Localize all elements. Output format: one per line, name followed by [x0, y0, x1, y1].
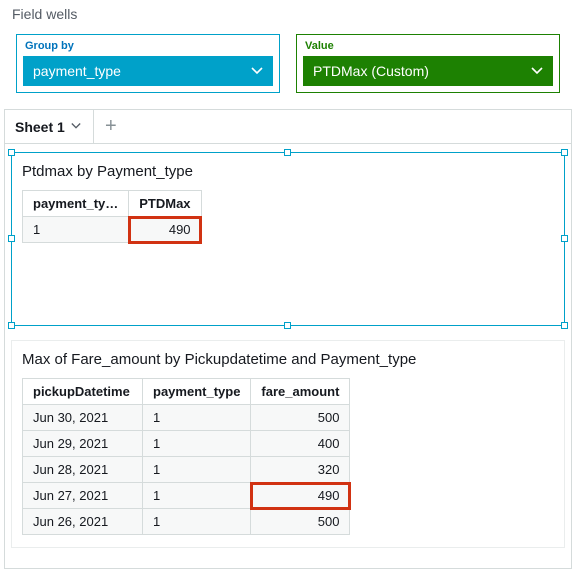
- cell-date: Jun 29, 2021: [23, 431, 143, 457]
- cell-payment-type: 1: [143, 405, 251, 431]
- table-row: Jun 27, 20211490: [23, 483, 350, 509]
- table-row: Jun 26, 20211500: [23, 509, 350, 535]
- value-pill[interactable]: PTDMax (Custom): [303, 56, 553, 86]
- table-row: Jun 29, 20211400: [23, 431, 350, 457]
- resize-handle[interactable]: [561, 235, 568, 242]
- visual-fare-amount[interactable]: Max of Fare_amount by Pickupdatetime and…: [11, 340, 565, 548]
- col-header[interactable]: payment_ty…: [23, 191, 129, 217]
- group-by-pill-text: payment_type: [33, 63, 121, 79]
- resize-handle[interactable]: [8, 322, 15, 329]
- cell-date: Jun 26, 2021: [23, 509, 143, 535]
- col-header[interactable]: fare_amount: [251, 379, 350, 405]
- add-sheet-button[interactable]: +: [94, 110, 128, 143]
- sheet-tab-1[interactable]: Sheet 1: [5, 110, 94, 143]
- value-well: Value PTDMax (Custom): [296, 34, 560, 93]
- col-header[interactable]: PTDMax: [129, 191, 201, 217]
- value-pill-text: PTDMax (Custom): [313, 63, 429, 79]
- table-row: 1 490: [23, 217, 202, 243]
- cell-date: Jun 30, 2021: [23, 405, 143, 431]
- cell-fare-amount: 320: [251, 457, 350, 483]
- cell-ptdmax: 490: [129, 217, 201, 243]
- resize-handle[interactable]: [561, 322, 568, 329]
- sheet-tab-label: Sheet 1: [15, 119, 65, 135]
- visual-title: Max of Fare_amount by Pickupdatetime and…: [22, 351, 554, 368]
- visual2-table: pickupDatetime payment_type fare_amount …: [22, 378, 350, 535]
- chevron-down-icon: [71, 121, 83, 133]
- sheets-bar: Sheet 1 +: [4, 109, 572, 143]
- cell-date: Jun 28, 2021: [23, 457, 143, 483]
- field-wells-heading: Field wells: [0, 0, 576, 26]
- cell-date: Jun 27, 2021: [23, 483, 143, 509]
- resize-handle[interactable]: [8, 149, 15, 156]
- cell-payment-type: 1: [23, 217, 129, 243]
- canvas: Ptdmax by Payment_type payment_ty… PTDMa…: [4, 143, 572, 569]
- visual-ptdmax[interactable]: Ptdmax by Payment_type payment_ty… PTDMa…: [11, 152, 565, 326]
- group-by-pill[interactable]: payment_type: [23, 56, 273, 86]
- group-by-well: Group by payment_type: [16, 34, 280, 93]
- visual-title: Ptdmax by Payment_type: [22, 163, 554, 180]
- resize-handle[interactable]: [561, 149, 568, 156]
- cell-fare-amount: 490: [251, 483, 350, 509]
- group-by-label: Group by: [23, 40, 273, 56]
- cell-fare-amount: 500: [251, 509, 350, 535]
- table-row: Jun 30, 20211500: [23, 405, 350, 431]
- chevron-down-icon: [251, 65, 263, 77]
- chevron-down-icon: [531, 65, 543, 77]
- cell-fare-amount: 400: [251, 431, 350, 457]
- value-label: Value: [303, 40, 553, 56]
- field-wells-row: Group by payment_type Value PTDMax (Cust…: [0, 26, 576, 109]
- table-row: Jun 28, 20211320: [23, 457, 350, 483]
- col-header[interactable]: payment_type: [143, 379, 251, 405]
- resize-handle[interactable]: [8, 235, 15, 242]
- cell-payment-type: 1: [143, 509, 251, 535]
- cell-payment-type: 1: [143, 431, 251, 457]
- cell-payment-type: 1: [143, 457, 251, 483]
- resize-handle[interactable]: [284, 149, 291, 156]
- cell-payment-type: 1: [143, 483, 251, 509]
- col-header[interactable]: pickupDatetime: [23, 379, 143, 405]
- visual1-table: payment_ty… PTDMax 1 490: [22, 190, 202, 243]
- cell-fare-amount: 500: [251, 405, 350, 431]
- resize-handle[interactable]: [284, 322, 291, 329]
